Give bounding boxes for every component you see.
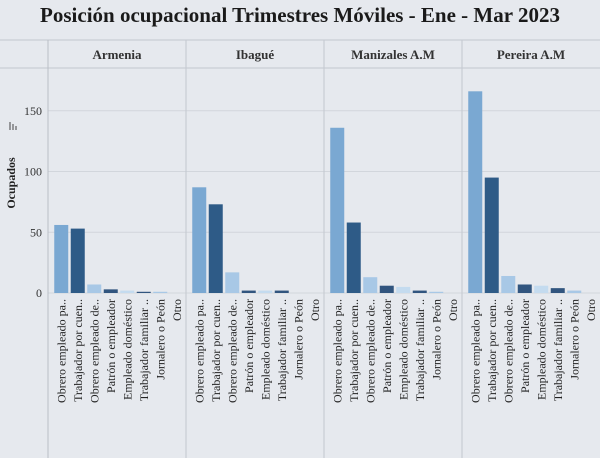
- panel-header-manizales-a-m: Manizales A.M: [351, 47, 435, 62]
- x-tick-label-armenia-0: Obrero empleado pa..: [54, 299, 68, 403]
- x-tick-label-ibagu-5: Trabajador familiar ..: [275, 299, 289, 401]
- x-tick-label-ibagu-3: Patrón o empleador: [242, 299, 256, 393]
- x-tick-label-manizales-a-m-5: Trabajador familiar ..: [413, 299, 427, 401]
- bar-manizales-a-m-0[interactable]: [330, 127, 345, 293]
- bar-pereira-a-m-2[interactable]: [501, 275, 516, 293]
- bar-manizales-a-m-3[interactable]: [379, 285, 394, 293]
- bar-armenia-1[interactable]: [70, 228, 85, 293]
- bar-ibagu-0[interactable]: [192, 187, 207, 293]
- x-tick-label-ibagu-0: Obrero empleado pa..: [192, 299, 206, 403]
- bar-manizales-a-m-6[interactable]: [429, 291, 444, 293]
- x-tick-label-manizales-a-m-0: Obrero empleado pa..: [330, 299, 344, 403]
- bar-pereira-a-m-5[interactable]: [550, 288, 565, 293]
- x-tick-label-armenia-5: Trabajador familiar ..: [137, 299, 151, 401]
- bar-pereira-a-m-1[interactable]: [484, 177, 499, 293]
- bar-ibagu-5[interactable]: [274, 290, 289, 293]
- bar-armenia-2[interactable]: [87, 284, 102, 293]
- bar-manizales-a-m-5[interactable]: [412, 290, 427, 293]
- bar-ibagu-4[interactable]: [258, 290, 273, 293]
- x-tick-label-ibagu-7: Otro: [308, 299, 322, 321]
- x-tick-label-ibagu-4: Empleado doméstico: [258, 299, 272, 400]
- x-tick-label-armenia-1: Trabajador por cuen..: [71, 299, 85, 402]
- x-tick-label-ibagu-2: Obrero empleado de..: [225, 299, 239, 403]
- bar-pereira-a-m-6[interactable]: [567, 290, 582, 293]
- x-tick-label-manizales-a-m-6: Jornalero o Peón: [429, 299, 443, 380]
- x-tick-label-armenia-7: Otro: [170, 299, 184, 321]
- x-tick-label-armenia-3: Patrón o empleador: [104, 299, 118, 393]
- x-tick-label-armenia-6: Jornalero o Peón: [153, 299, 167, 380]
- x-tick-label-ibagu-6: Jornalero o Peón: [291, 299, 305, 380]
- x-tick-label-manizales-a-m-2: Obrero empleado de..: [363, 299, 377, 403]
- bar-armenia-3[interactable]: [103, 289, 118, 293]
- y-tick-label-0: 0: [36, 286, 42, 300]
- panel-header-pereira-a-m: Pereira A.M: [497, 47, 565, 62]
- x-tick-label-armenia-4: Empleado doméstico: [120, 299, 134, 400]
- x-tick-label-pereira-a-m-7: Otro: [584, 299, 598, 321]
- panel-header-armenia: Armenia: [92, 47, 142, 62]
- x-tick-label-pereira-a-m-0: Obrero empleado pa..: [468, 299, 482, 403]
- x-tick-label-pereira-a-m-4: Empleado doméstico: [534, 299, 548, 400]
- x-tick-label-pereira-a-m-2: Obrero empleado de..: [501, 299, 515, 403]
- bar-pereira-a-m-4[interactable]: [534, 285, 549, 293]
- bar-manizales-a-m-2[interactable]: [363, 277, 378, 293]
- bar-ibagu-1[interactable]: [208, 204, 223, 293]
- panel-header-ibagu: Ibagué: [236, 47, 275, 62]
- x-tick-label-manizales-a-m-4: Empleado doméstico: [396, 299, 410, 400]
- x-tick-label-pereira-a-m-6: Jornalero o Peón: [567, 299, 581, 380]
- bar-pereira-a-m-0[interactable]: [468, 91, 483, 293]
- chart-title: Posición ocupacional Trimestres Móviles …: [40, 3, 560, 27]
- bar-armenia-6[interactable]: [153, 291, 168, 293]
- bar-manizales-a-m-1[interactable]: [346, 222, 361, 293]
- y-tick-label-100: 100: [24, 165, 42, 179]
- bar-pereira-a-m-3[interactable]: [517, 284, 532, 293]
- y-axis-label: Ocupados: [4, 157, 18, 209]
- x-tick-label-manizales-a-m-3: Patrón o empleador: [380, 299, 394, 393]
- bar-armenia-5[interactable]: [136, 291, 151, 293]
- x-tick-label-manizales-a-m-7: Otro: [446, 299, 460, 321]
- x-tick-label-armenia-2: Obrero empleado de..: [87, 299, 101, 403]
- bar-armenia-0[interactable]: [54, 224, 69, 293]
- x-tick-label-pereira-a-m-5: Trabajador familiar ..: [551, 299, 565, 401]
- bar-manizales-a-m-4[interactable]: [396, 286, 411, 293]
- x-tick-label-manizales-a-m-1: Trabajador por cuen..: [347, 299, 361, 402]
- x-tick-label-pereira-a-m-1: Trabajador por cuen..: [485, 299, 499, 402]
- bar-ibagu-3[interactable]: [241, 290, 256, 293]
- x-tick-label-pereira-a-m-3: Patrón o empleador: [518, 299, 532, 393]
- y-tick-label-150: 150: [24, 104, 42, 118]
- bar-armenia-4[interactable]: [120, 290, 135, 293]
- bar-ibagu-2[interactable]: [225, 272, 240, 293]
- y-tick-label-50: 50: [30, 225, 42, 239]
- x-tick-label-ibagu-1: Trabajador por cuen..: [209, 299, 223, 402]
